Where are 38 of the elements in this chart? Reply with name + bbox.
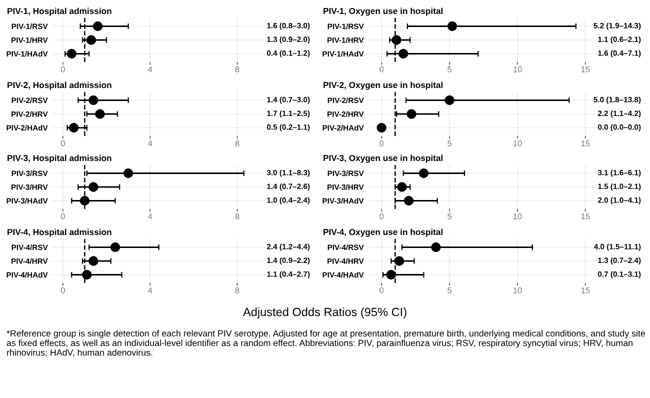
x-tick-label: 15 [581, 287, 590, 294]
x-tick-label: 0 [60, 287, 65, 294]
chart-title: PIV-3, Hospital admission [8, 154, 112, 163]
x-tick-label: 5 [448, 287, 452, 294]
x-tick-label: 5 [448, 66, 452, 72]
x-axis-title: Adjusted Odds Ratios (95% CI) [243, 307, 406, 319]
x-tick-label: 0 [60, 140, 65, 146]
chart-title: PIV-3, Oxygen use in hospital [324, 154, 442, 163]
x-tick-label: 0 [380, 213, 384, 220]
x-tick-label: 4 [148, 213, 152, 220]
x-tick-label: 5 [448, 213, 452, 220]
x-tick-label: 4 [148, 140, 152, 146]
x-tick-label: 4 [148, 287, 152, 294]
x-tick-label: 8 [235, 140, 240, 146]
x-tick-label: 0 [60, 66, 65, 72]
x-tick-label: 0 [60, 213, 65, 220]
x-tick-label: 4 [148, 66, 152, 72]
x-tick-label: 15 [581, 66, 590, 72]
x-tick-label: 8 [235, 213, 240, 220]
x-tick-label: 10 [513, 66, 522, 72]
x-tick-label: 10 [513, 213, 522, 220]
x-tick-label: 10 [513, 140, 522, 146]
chart-title: PIV-2, Hospital admission [8, 82, 112, 90]
text: *Reference group is single detection of each relevant PIV serotype. Adjusted for age at presentation, premature birth, underlying medical conditions, and study site as fixed effects, as well as an individual-level identifier as a random effect. Abbreviations: PIV, parainfluenza virus; RSV, respiratory syncytial virus; HRV, human rhinovirus; HAdV, human adenovirus. [6, 330, 645, 357]
chart-title: PIV-1, Oxygen use in hospital [324, 8, 442, 16]
chart-title: PIV-4, Oxygen use in hospital [324, 228, 442, 237]
x-tick-label: 0 [380, 66, 384, 72]
x-tick-label: 10 [513, 287, 522, 294]
x-tick-label: 5 [448, 140, 452, 146]
x-tick-label: 0 [380, 287, 384, 294]
x-tick-label: 15 [581, 140, 590, 146]
x-tick-label: 0 [380, 140, 384, 146]
chart-title: PIV-4, Hospital admission [8, 228, 112, 237]
chart-title: PIV-1, Hospital admission [8, 8, 112, 16]
x-tick-label: 8 [235, 287, 240, 294]
x-tick-label: 15 [581, 213, 590, 220]
chart-title: PIV-2, Oxygen use in hospital [324, 82, 442, 90]
x-tick-label: 8 [235, 66, 240, 72]
